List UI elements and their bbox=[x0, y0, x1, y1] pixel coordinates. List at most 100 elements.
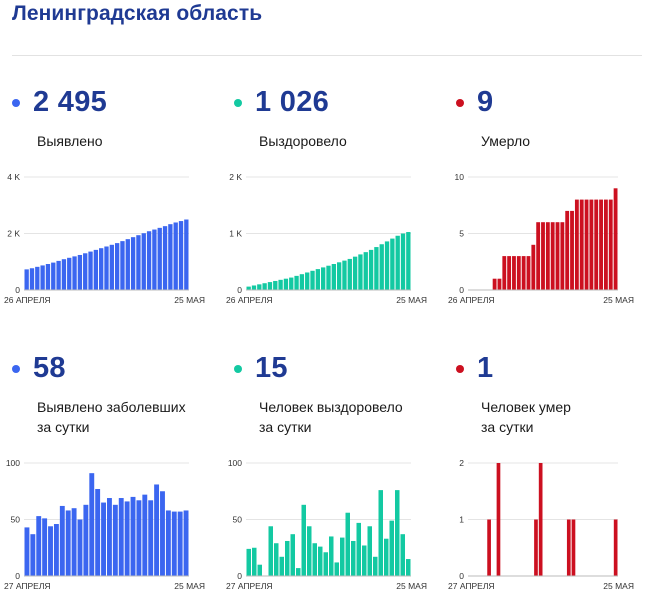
bar bbox=[400, 233, 406, 290]
x-tick-label: 26 АПРЕЛЯ bbox=[448, 295, 495, 305]
bar bbox=[584, 199, 589, 290]
y-tick-label: 4 K bbox=[7, 172, 20, 182]
bar bbox=[347, 258, 352, 290]
bar bbox=[177, 511, 183, 576]
bar bbox=[141, 233, 146, 290]
daily-value: 15 bbox=[255, 351, 288, 384]
bar bbox=[571, 519, 576, 576]
panel-label-line: Выздоровело bbox=[259, 133, 347, 149]
bar bbox=[336, 262, 342, 290]
y-tick-label: 1 K bbox=[229, 229, 242, 239]
x-tick-label: 26 АПРЕЛЯ bbox=[226, 295, 273, 305]
y-tick-label: 0 bbox=[15, 571, 20, 581]
bar bbox=[307, 526, 312, 576]
bar bbox=[120, 241, 125, 290]
bar bbox=[326, 265, 331, 290]
bar bbox=[24, 269, 29, 290]
chart-deaths-daily: 2 1 027 АПРЕЛЯ 25 МАЯ bbox=[448, 458, 634, 591]
x-tick-label: 25 МАЯ bbox=[603, 295, 634, 305]
bar bbox=[89, 473, 95, 576]
panel-label-line: за сутки bbox=[37, 419, 90, 435]
x-tick-label: 27 АПРЕЛЯ bbox=[4, 581, 51, 591]
bar bbox=[406, 232, 411, 290]
bar bbox=[526, 256, 531, 290]
panel-deaths-daily: 1 Человек умер за сутки 2 1 0 27 АПРЕЛЯ 25 М… bbox=[448, 348, 645, 608]
panel-detected-total: 2 495 Выявлено 4 K 2 K 0 26 АПРЕЛЯ 25 МАЯ bbox=[4, 82, 219, 342]
y-tick-label: 100 bbox=[6, 458, 20, 468]
bar bbox=[579, 199, 584, 290]
bar bbox=[296, 568, 301, 576]
bar bbox=[157, 227, 162, 290]
bar bbox=[83, 504, 89, 576]
bar bbox=[496, 463, 501, 576]
bar bbox=[152, 229, 157, 290]
panel-label: Человек выздоровело за сутки bbox=[259, 397, 403, 437]
bar bbox=[373, 556, 378, 576]
x-tick-label: 25 МАЯ bbox=[603, 581, 634, 591]
series-dot-icon bbox=[456, 365, 464, 373]
bar bbox=[183, 510, 189, 576]
y-tick-label: 2 bbox=[459, 458, 464, 468]
bar bbox=[363, 252, 368, 290]
y-tick-label: 5 bbox=[459, 229, 464, 239]
bar bbox=[566, 519, 571, 576]
bar bbox=[487, 519, 491, 576]
bar bbox=[594, 199, 599, 290]
bar bbox=[246, 548, 251, 576]
bar bbox=[362, 545, 367, 576]
chart-recovered-total: 2 K 1 K 026 АПРЕЛЯ 25 МАЯ bbox=[226, 172, 427, 305]
bar bbox=[154, 484, 160, 576]
panel-label-line: за сутки bbox=[481, 419, 534, 435]
bar bbox=[273, 280, 278, 290]
bar bbox=[65, 510, 71, 576]
bar bbox=[268, 526, 273, 576]
chart-detected-daily: 100 50 027 АПРЕЛЯ 25 МАЯ bbox=[4, 458, 205, 591]
bar bbox=[507, 256, 512, 290]
y-tick-label: 50 bbox=[233, 515, 243, 525]
bar bbox=[171, 511, 177, 576]
bar bbox=[384, 241, 390, 290]
daily-value: 58 bbox=[33, 351, 66, 384]
bar bbox=[565, 210, 570, 290]
bar bbox=[555, 222, 560, 290]
bar bbox=[178, 221, 184, 290]
bar bbox=[45, 264, 51, 290]
series-dot-icon bbox=[234, 99, 242, 107]
bar bbox=[560, 222, 565, 290]
bar bbox=[99, 248, 104, 290]
bar bbox=[267, 282, 273, 290]
y-tick-label: 0 bbox=[15, 285, 20, 295]
bar bbox=[356, 522, 361, 576]
bar bbox=[342, 260, 347, 290]
panel-label-line: Человек умер bbox=[481, 399, 571, 415]
bar bbox=[395, 490, 400, 576]
panel-label: Выздоровело bbox=[259, 131, 347, 151]
bar bbox=[77, 519, 83, 576]
y-tick-label: 2 K bbox=[229, 172, 242, 182]
bar bbox=[246, 286, 251, 290]
bar bbox=[274, 543, 279, 576]
bar bbox=[251, 285, 257, 290]
panel-label-line: Человек выздоровело bbox=[259, 399, 403, 415]
bar bbox=[589, 199, 594, 290]
bar bbox=[294, 275, 299, 290]
bar bbox=[305, 272, 310, 290]
bar bbox=[36, 516, 42, 576]
bar bbox=[257, 284, 262, 290]
bar bbox=[40, 265, 45, 290]
bar bbox=[290, 534, 295, 576]
bar bbox=[77, 254, 83, 290]
series-dot-icon bbox=[234, 365, 242, 373]
bar bbox=[173, 222, 178, 290]
bar bbox=[252, 547, 257, 576]
bar bbox=[541, 222, 545, 290]
bar bbox=[42, 518, 48, 576]
bar bbox=[148, 500, 154, 576]
bar bbox=[299, 274, 305, 290]
bar bbox=[395, 235, 400, 290]
y-tick-label: 1 bbox=[459, 515, 464, 525]
bar bbox=[67, 257, 72, 290]
bar bbox=[378, 490, 383, 576]
bar bbox=[613, 519, 618, 576]
bar bbox=[162, 226, 168, 290]
